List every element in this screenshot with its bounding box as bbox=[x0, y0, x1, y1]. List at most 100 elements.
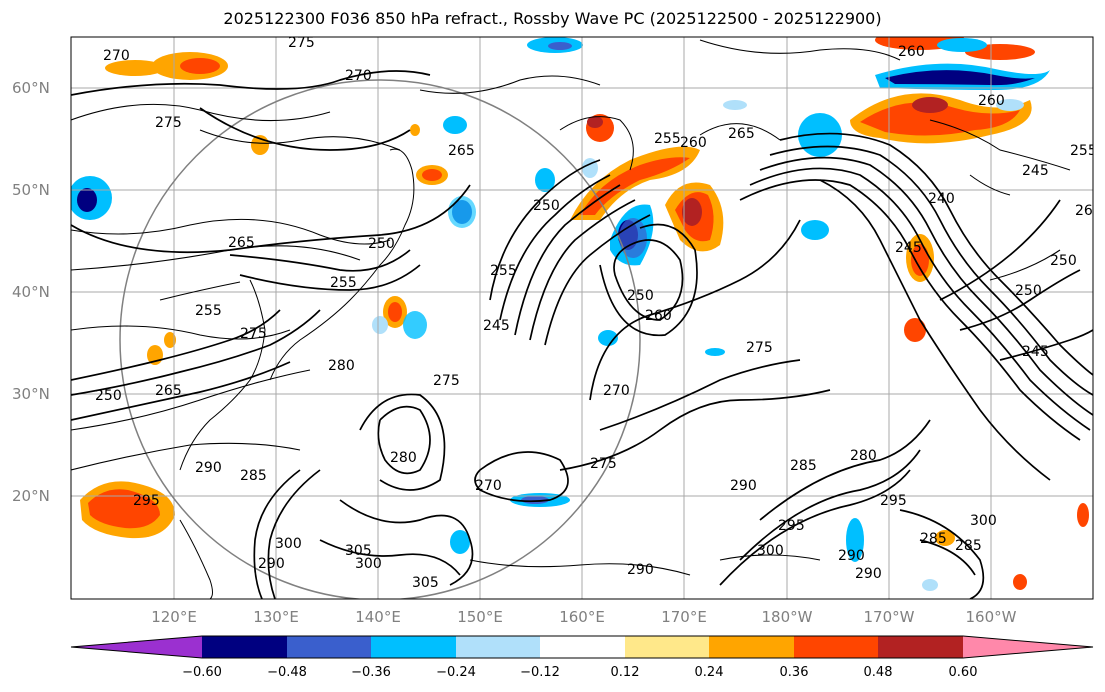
lon-label: 180°W bbox=[762, 608, 813, 626]
lon-label: 160°W bbox=[966, 608, 1017, 626]
contour-label: 255 bbox=[1070, 143, 1097, 159]
contour-label: 290 bbox=[627, 562, 654, 578]
contour-label: 295 bbox=[133, 493, 160, 509]
rossby-wave-circle bbox=[119, 79, 641, 599]
contour-label: 275 bbox=[288, 35, 315, 51]
contour-label: 270 bbox=[603, 383, 630, 399]
contour-label: 300 bbox=[757, 543, 784, 559]
colorbar-segment bbox=[202, 636, 287, 658]
contour-label: 295 bbox=[880, 493, 907, 509]
contour-label: 260 bbox=[898, 44, 925, 60]
contour-label: 305 bbox=[412, 575, 439, 591]
colorbar-segment bbox=[878, 636, 963, 658]
contour-labels: 270 275 270 260 275 265 255 260 265 245 … bbox=[95, 35, 1102, 591]
lat-label: 30°N bbox=[12, 385, 50, 403]
contour-label: 290 bbox=[730, 478, 757, 494]
contour-label: 255 bbox=[654, 131, 681, 147]
contour-label: 260 bbox=[680, 135, 707, 151]
lon-label: 170°E bbox=[661, 608, 707, 626]
contour-label: 275 bbox=[746, 340, 773, 356]
colorbar-tick-label: 0.48 bbox=[864, 665, 893, 680]
colorbar-tick-label: 0.36 bbox=[780, 665, 809, 680]
map-title: 2025122300 F036 850 hPa refract., Rossby… bbox=[223, 9, 882, 28]
contour-label: 290 bbox=[195, 460, 222, 476]
lat-label: 20°N bbox=[12, 487, 50, 505]
anomaly-shading bbox=[71, 37, 1089, 591]
contour-label: 260 bbox=[1075, 203, 1102, 219]
contour-label: 275 bbox=[433, 373, 460, 389]
contour-label: 270 bbox=[475, 478, 502, 494]
colorbar: −0.60 −0.48 −0.36 −0.24 −0.12 0.12 0.24 … bbox=[70, 635, 1094, 680]
contour-label: 245 bbox=[1022, 163, 1049, 179]
lon-label: 130°E bbox=[253, 608, 299, 626]
contour-label: 270 bbox=[345, 68, 372, 84]
colorbar-tick-label: −0.24 bbox=[436, 665, 476, 680]
colorbar-tick-label: −0.60 bbox=[182, 665, 222, 680]
contour-label: 255 bbox=[195, 303, 222, 319]
contour-label: 245 bbox=[895, 240, 922, 256]
contour-label: 275 bbox=[155, 115, 182, 131]
lon-label: 150°E bbox=[457, 608, 503, 626]
colorbar-extend-min bbox=[71, 636, 202, 658]
contour-label: 300 bbox=[355, 556, 382, 572]
contour-label: 270 bbox=[103, 48, 130, 64]
contour-label: 245 bbox=[483, 318, 510, 334]
lat-label: 50°N bbox=[12, 181, 50, 199]
colorbar-segment bbox=[794, 636, 878, 658]
lat-label: 60°N bbox=[12, 79, 50, 97]
contour-label: 275 bbox=[240, 326, 267, 342]
contour-label: 285 bbox=[920, 531, 947, 547]
lat-label: 40°N bbox=[12, 283, 50, 301]
contour-label: 290 bbox=[838, 548, 865, 564]
colorbar-tick-label: −0.36 bbox=[351, 665, 391, 680]
contour-label: 250 bbox=[368, 236, 395, 252]
colorbar-tick-label: 0.60 bbox=[949, 665, 978, 680]
contour-label: 255 bbox=[330, 275, 357, 291]
colorbar-ticks: −0.60 −0.48 −0.36 −0.24 −0.12 0.12 0.24 … bbox=[182, 665, 977, 680]
contour-label: 250 bbox=[95, 388, 122, 404]
colorbar-tick-label: 0.24 bbox=[695, 665, 724, 680]
contour-label: 285 bbox=[240, 468, 267, 484]
longitude-axis: 120°E 130°E 140°E 150°E 160°E 170°E 180°… bbox=[151, 608, 1016, 626]
colorbar-extend-max bbox=[963, 636, 1093, 658]
contour-label: 280 bbox=[850, 448, 877, 464]
lon-label: 120°E bbox=[151, 608, 197, 626]
coastlines bbox=[159, 116, 1071, 599]
contour-label: 250 bbox=[533, 198, 560, 214]
contour-label: 265 bbox=[155, 383, 182, 399]
colorbar-segment bbox=[287, 636, 371, 658]
contour-label: 305 bbox=[345, 543, 372, 559]
contour-label: 290 bbox=[855, 566, 882, 582]
colorbar-tick-label: −0.12 bbox=[520, 665, 560, 680]
colorbar-segment bbox=[540, 636, 625, 658]
contour-label: 265 bbox=[448, 143, 475, 159]
contour-label: 240 bbox=[928, 191, 955, 207]
contour-label: 300 bbox=[275, 536, 302, 552]
contour-label: 285 bbox=[790, 458, 817, 474]
thick-contours bbox=[71, 70, 1093, 599]
colorbar-segment bbox=[709, 636, 794, 658]
contour-label: 300 bbox=[970, 513, 997, 529]
colorbar-segment bbox=[456, 636, 540, 658]
contour-label: 260 bbox=[645, 308, 672, 324]
contour-label: 280 bbox=[328, 358, 355, 374]
map-area: 270 275 270 260 275 265 255 260 265 245 … bbox=[71, 35, 1102, 599]
colorbar-segment bbox=[625, 636, 709, 658]
lat-lon-grid bbox=[71, 37, 1093, 599]
contour-label: 290 bbox=[258, 556, 285, 572]
lon-label: 140°E bbox=[355, 608, 401, 626]
colorbar-segment bbox=[371, 636, 456, 658]
contour-label: 250 bbox=[1050, 253, 1077, 269]
contour-label: 295 bbox=[778, 518, 805, 534]
map-frame bbox=[70, 36, 1094, 600]
contour-label: 250 bbox=[1015, 283, 1042, 299]
lon-label: 170°W bbox=[864, 608, 915, 626]
lon-label: 160°E bbox=[559, 608, 605, 626]
contour-label: 255 bbox=[490, 263, 517, 279]
contour-label: 280 bbox=[390, 450, 417, 466]
contour-label: 260 bbox=[978, 93, 1005, 109]
colorbar-tick-label: −0.48 bbox=[267, 665, 307, 680]
latitude-axis: 60°N 50°N 40°N 30°N 20°N bbox=[12, 79, 50, 505]
contour-label: 250 bbox=[627, 288, 654, 304]
